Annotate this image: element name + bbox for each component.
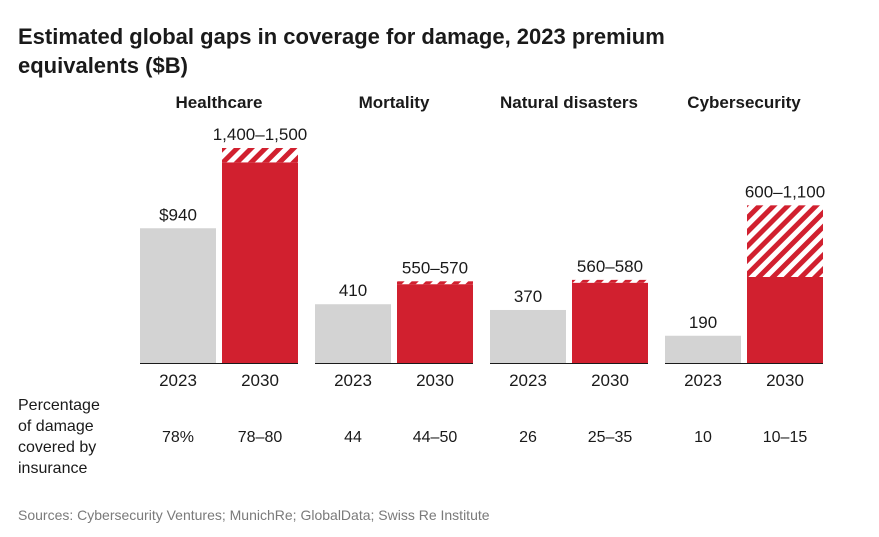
- bar-2030: [222, 162, 298, 363]
- data-label-2030: 560–580: [577, 257, 643, 276]
- x-tick-label: 2030: [416, 371, 454, 390]
- pct-value-2030: 25–35: [588, 429, 633, 446]
- x-tick-label: 2030: [241, 371, 279, 390]
- category-label: Healthcare: [176, 93, 263, 112]
- percentage-row-label: Percentage of damage covered by insuranc…: [18, 395, 138, 479]
- chart-title: Estimated global gaps in coverage for da…: [18, 24, 665, 78]
- bar-2023: [665, 335, 741, 363]
- category-label: Cybersecurity: [687, 93, 801, 112]
- pct-value-2030: 10–15: [763, 429, 808, 446]
- data-label-2030: 550–570: [402, 258, 468, 277]
- percentage-row-label-line: Percentage: [18, 397, 100, 414]
- percentage-row-label-line: covered by: [18, 439, 97, 456]
- x-tick-label: 2023: [684, 371, 722, 390]
- data-label-2023: $940: [159, 205, 197, 224]
- percentage-row-label-line: insurance: [18, 460, 88, 477]
- bar-2030-range: [572, 279, 648, 283]
- category-label: Natural disasters: [500, 93, 638, 112]
- data-label-2023: 370: [514, 287, 542, 306]
- data-label-2030: 600–1,100: [745, 182, 825, 201]
- data-label-2030: 1,400–1,500: [213, 125, 308, 144]
- x-tick-label: 2030: [591, 371, 629, 390]
- bar-2030-range: [747, 205, 823, 277]
- percentage-row-label-line: of damage: [18, 418, 94, 435]
- bar-2023: [140, 228, 216, 363]
- pct-value-2023: 26: [519, 429, 537, 446]
- bar-2023: [315, 304, 391, 363]
- bar-2030: [397, 284, 473, 363]
- bar-2023: [490, 309, 566, 363]
- pct-value-2030: 78–80: [238, 429, 283, 446]
- pct-value-2030: 44–50: [413, 429, 458, 446]
- bars-layer: Healthcare $940 1,400–1,500 2023 2030 78% 78–8…: [140, 93, 825, 446]
- x-tick-label: 2023: [159, 371, 197, 390]
- bar-2030-range: [397, 281, 473, 285]
- bar-2030: [747, 277, 823, 363]
- x-tick-label: 2030: [766, 371, 804, 390]
- pct-value-2023: 78%: [162, 429, 194, 446]
- pct-value-2023: 10: [694, 429, 712, 446]
- bar-2030-range: [222, 148, 298, 163]
- x-tick-label: 2023: [509, 371, 547, 390]
- data-label-2023: 410: [339, 281, 367, 300]
- data-label-2023: 190: [689, 313, 717, 332]
- x-tick-label: 2023: [334, 371, 372, 390]
- category-label: Mortality: [359, 93, 430, 112]
- bar-2030: [572, 282, 648, 363]
- pct-value-2023: 44: [344, 429, 362, 446]
- source-note: Sources: Cybersecurity Ventures; MunichR…: [18, 507, 490, 523]
